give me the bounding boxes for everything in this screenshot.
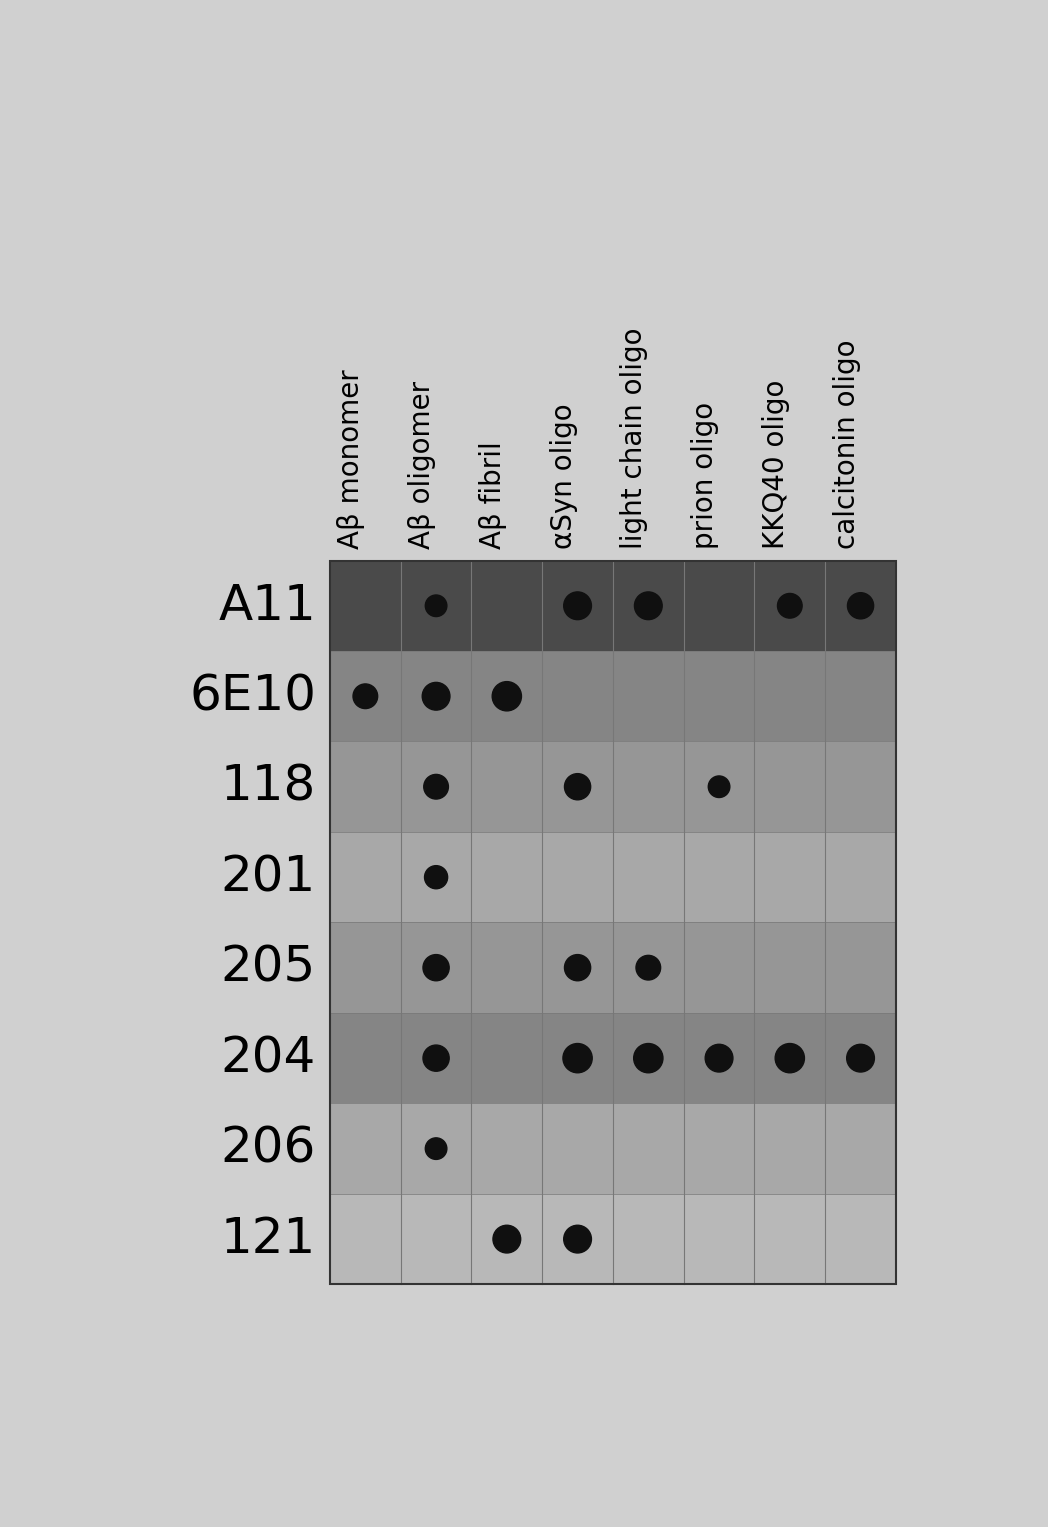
Circle shape: [422, 683, 450, 710]
Circle shape: [565, 954, 591, 980]
Text: 201: 201: [221, 854, 316, 901]
Text: prion oligo: prion oligo: [691, 402, 719, 550]
Bar: [330, 1194, 896, 1284]
Bar: [330, 742, 896, 832]
Text: 204: 204: [221, 1034, 316, 1083]
Bar: [330, 832, 896, 922]
Circle shape: [564, 592, 591, 620]
Text: 118: 118: [221, 762, 316, 811]
Text: αSyn oligo: αSyn oligo: [549, 403, 577, 550]
Circle shape: [564, 1225, 591, 1254]
Text: KKQ40 oligo: KKQ40 oligo: [762, 380, 790, 550]
Text: 205: 205: [221, 944, 316, 991]
Circle shape: [423, 774, 449, 799]
Text: light chain oligo: light chain oligo: [620, 327, 649, 550]
Circle shape: [776, 1043, 805, 1073]
Text: Aβ fibril: Aβ fibril: [479, 441, 507, 550]
Circle shape: [634, 1043, 663, 1073]
Circle shape: [778, 594, 802, 618]
Circle shape: [565, 774, 591, 800]
Circle shape: [563, 1043, 592, 1073]
Text: Aβ oligomer: Aβ oligomer: [408, 380, 436, 550]
Bar: [330, 560, 896, 651]
Circle shape: [493, 681, 522, 712]
Circle shape: [634, 592, 662, 620]
Circle shape: [636, 956, 660, 980]
Text: 206: 206: [221, 1124, 316, 1173]
Text: Aβ monomer: Aβ monomer: [337, 370, 366, 550]
Text: calcitonin oligo: calcitonin oligo: [832, 339, 860, 550]
Text: 6E10: 6E10: [189, 672, 316, 721]
Bar: [330, 1104, 896, 1194]
Circle shape: [423, 1044, 450, 1072]
Circle shape: [425, 1138, 446, 1159]
Bar: [330, 922, 896, 1012]
Bar: [330, 651, 896, 742]
Text: A11: A11: [218, 582, 316, 629]
Circle shape: [425, 596, 446, 617]
Circle shape: [705, 1044, 733, 1072]
Circle shape: [493, 1225, 521, 1254]
Circle shape: [424, 866, 447, 889]
Text: 121: 121: [221, 1215, 316, 1263]
Circle shape: [353, 684, 377, 709]
Circle shape: [848, 592, 874, 618]
Circle shape: [423, 954, 450, 980]
Circle shape: [847, 1044, 874, 1072]
Bar: [330, 1012, 896, 1104]
Circle shape: [708, 776, 729, 797]
Bar: [330, 560, 896, 1284]
